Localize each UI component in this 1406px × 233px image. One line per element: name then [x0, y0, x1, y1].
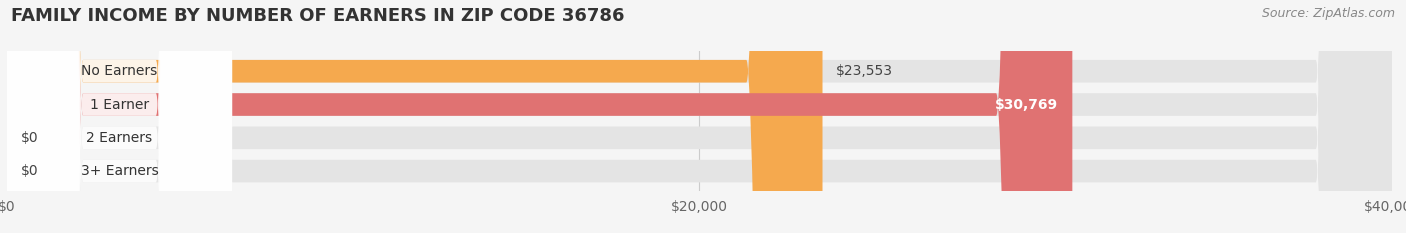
- FancyBboxPatch shape: [7, 0, 1392, 233]
- FancyBboxPatch shape: [7, 0, 232, 233]
- Text: FAMILY INCOME BY NUMBER OF EARNERS IN ZIP CODE 36786: FAMILY INCOME BY NUMBER OF EARNERS IN ZI…: [11, 7, 624, 25]
- Text: No Earners: No Earners: [82, 64, 157, 78]
- Text: 1 Earner: 1 Earner: [90, 98, 149, 112]
- Text: $0: $0: [21, 131, 38, 145]
- FancyBboxPatch shape: [7, 0, 232, 233]
- FancyBboxPatch shape: [7, 0, 1392, 233]
- FancyBboxPatch shape: [7, 0, 232, 233]
- FancyBboxPatch shape: [7, 0, 1073, 233]
- Text: $30,769: $30,769: [995, 98, 1059, 112]
- FancyBboxPatch shape: [7, 0, 1392, 233]
- Text: Source: ZipAtlas.com: Source: ZipAtlas.com: [1261, 7, 1395, 20]
- Text: $0: $0: [21, 164, 38, 178]
- Text: 2 Earners: 2 Earners: [87, 131, 153, 145]
- FancyBboxPatch shape: [7, 0, 232, 233]
- Text: 3+ Earners: 3+ Earners: [80, 164, 159, 178]
- Text: $23,553: $23,553: [837, 64, 893, 78]
- FancyBboxPatch shape: [7, 0, 1392, 233]
- FancyBboxPatch shape: [7, 0, 823, 233]
